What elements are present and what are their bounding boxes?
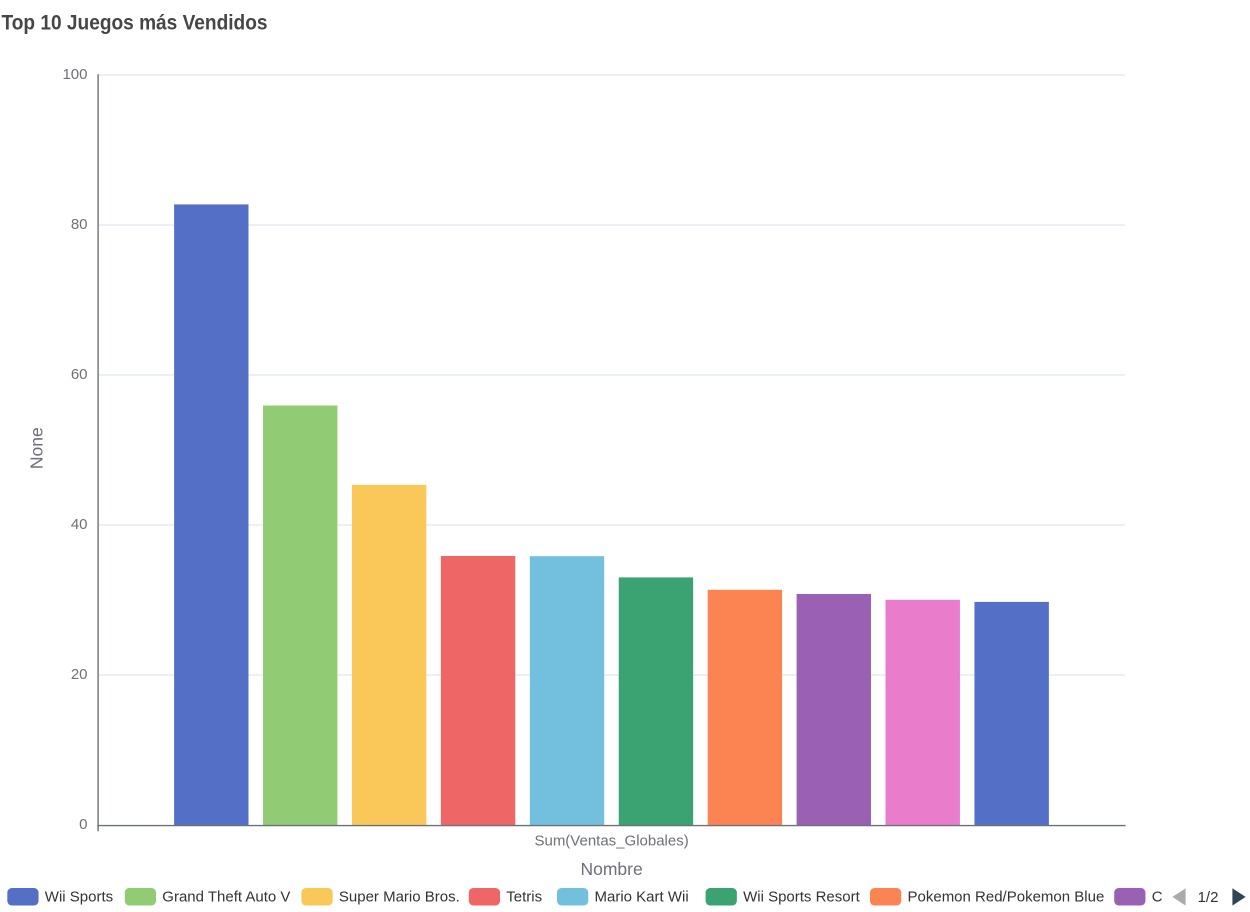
svg-text:Wii Sports Resort: Wii Sports Resort xyxy=(743,889,861,906)
svg-text:0: 0 xyxy=(79,816,87,833)
svg-text:Tetris: Tetris xyxy=(506,889,542,906)
svg-text:Pokemon Red/Pokemon Blue: Pokemon Red/Pokemon Blue xyxy=(908,889,1105,906)
svg-text:20: 20 xyxy=(71,666,88,683)
svg-text:None: None xyxy=(27,427,47,469)
svg-text:40: 40 xyxy=(71,516,88,533)
svg-text:C: C xyxy=(1152,889,1163,906)
svg-text:Sum(Ventas_Globales): Sum(Ventas_Globales) xyxy=(534,832,688,849)
svg-text:Mario Kart Wii: Mario Kart Wii xyxy=(595,889,689,906)
svg-text:Top 10 Juegos más Vendidos: Top 10 Juegos más Vendidos xyxy=(2,11,268,35)
svg-text:100: 100 xyxy=(62,66,87,83)
svg-text:Nombre: Nombre xyxy=(580,859,642,879)
svg-text:80: 80 xyxy=(71,216,88,233)
svg-text:Grand Theft Auto V: Grand Theft Auto V xyxy=(162,889,290,906)
svg-text:60: 60 xyxy=(71,366,88,383)
svg-text:Super Mario Bros.: Super Mario Bros. xyxy=(339,889,460,906)
svg-text:Wii Sports: Wii Sports xyxy=(45,889,113,906)
svg-text:1/2: 1/2 xyxy=(1198,889,1219,906)
